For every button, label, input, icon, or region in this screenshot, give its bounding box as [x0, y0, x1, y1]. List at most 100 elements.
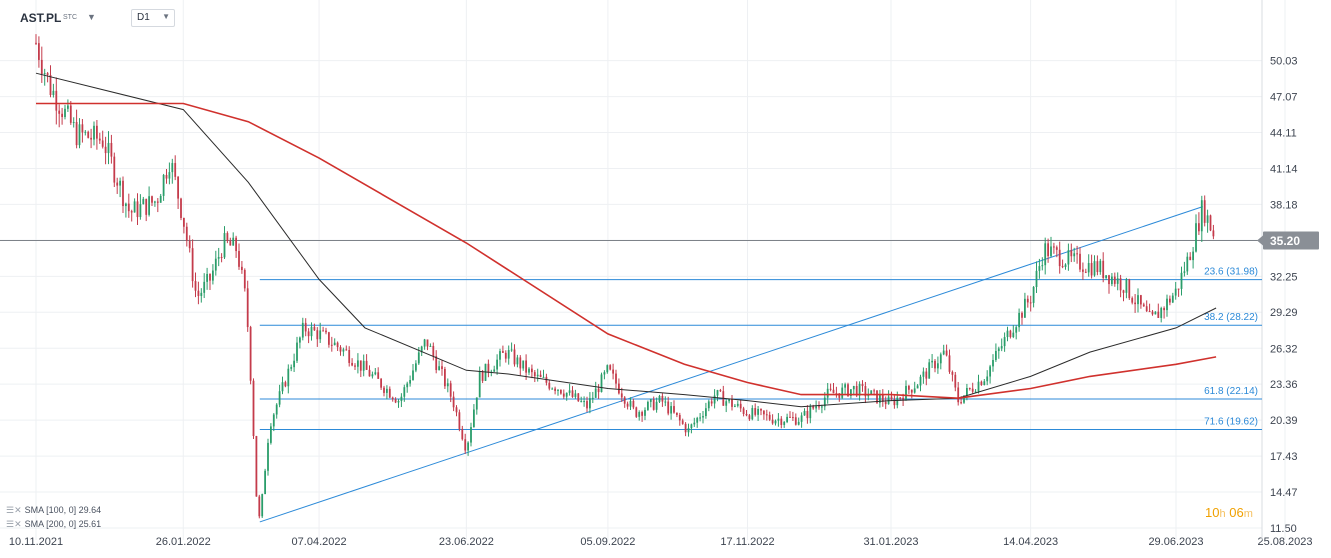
candle-body	[757, 409, 759, 415]
candle-body	[444, 369, 446, 387]
candle-body	[1169, 298, 1171, 303]
last-price-label: 35.20	[1270, 234, 1300, 248]
candle-body	[1192, 251, 1194, 261]
candle-body	[716, 390, 719, 396]
candle-body	[913, 388, 916, 393]
candle-body	[661, 395, 664, 402]
candle-body	[226, 233, 229, 242]
candle-body	[531, 368, 533, 373]
y-tick-label: 47.07	[1270, 92, 1298, 104]
candle-body	[644, 409, 646, 416]
candle-body	[1058, 249, 1061, 267]
candle-body	[551, 388, 554, 390]
y-tick-label: 26.32	[1270, 343, 1298, 355]
candle-body	[719, 390, 722, 392]
candle-body	[647, 401, 649, 410]
candle-body	[212, 270, 214, 281]
candle-body	[400, 396, 403, 401]
indicator-legend-sma100[interactable]: ☰✕ SMA [100, 0] 29.64	[6, 505, 101, 516]
candle-body	[841, 387, 844, 398]
candle-body	[217, 257, 220, 259]
indicator-legend-sma200[interactable]: ☰✕ SMA [200, 0] 25.61	[6, 519, 101, 530]
candle-body	[351, 362, 353, 366]
candle-body	[307, 331, 310, 337]
candle-body	[1171, 295, 1174, 303]
candle-body	[1140, 295, 1142, 305]
candle-body	[339, 347, 342, 352]
menu-icon[interactable]: ☰✕	[6, 519, 22, 529]
candle-body	[562, 393, 565, 397]
candle-body	[713, 395, 716, 404]
candle-body	[1128, 279, 1131, 299]
candle-body	[925, 371, 928, 379]
symbol-label[interactable]: AST.PL	[20, 11, 62, 25]
candle-body	[615, 373, 617, 384]
candle-body	[371, 374, 374, 377]
candle-body	[293, 360, 295, 368]
candle-body	[815, 406, 817, 409]
candle-body	[1189, 256, 1192, 261]
candle-body	[168, 172, 171, 179]
candle-body	[844, 384, 846, 388]
candle-body	[902, 397, 904, 401]
candle-body	[93, 125, 95, 140]
candle-body	[1076, 253, 1078, 255]
candle-body	[409, 380, 411, 384]
candle-body	[98, 138, 101, 141]
candle-body	[792, 417, 794, 419]
candle-body	[133, 201, 136, 213]
candle-body	[835, 393, 838, 395]
candle-body	[78, 124, 81, 146]
candle-body	[525, 360, 527, 373]
candle-body	[536, 374, 539, 377]
candle-body	[980, 381, 983, 386]
candle-body	[1125, 279, 1128, 293]
candle-body	[922, 371, 925, 377]
candle-body	[754, 408, 757, 415]
candle-body	[130, 211, 133, 213]
candle-body	[1012, 332, 1015, 337]
candle-body	[125, 203, 127, 207]
candle-body	[1154, 311, 1157, 315]
candle-body	[1203, 200, 1206, 223]
candle-body	[870, 390, 873, 395]
candle-body	[191, 248, 194, 282]
candle-body	[127, 203, 130, 212]
sma-200-line	[36, 102, 1217, 400]
chevron-down-icon[interactable]: ▼	[87, 12, 96, 22]
candle-body	[496, 359, 498, 370]
timeframe-select[interactable]: D1 ▼	[131, 9, 175, 27]
candle-body	[780, 418, 783, 425]
candle-body	[461, 428, 464, 440]
candle-body	[357, 360, 359, 367]
candle-body	[316, 330, 319, 340]
candle-body	[850, 389, 852, 396]
candle-body	[380, 378, 382, 388]
y-tick-label: 14.47	[1270, 487, 1298, 499]
candle-body	[620, 393, 623, 398]
candle-body	[734, 405, 736, 407]
candle-body	[731, 399, 733, 407]
candle-body	[1003, 337, 1006, 347]
candle-body	[206, 273, 208, 282]
candle-body	[362, 360, 365, 371]
menu-icon[interactable]: ☰✕	[6, 505, 22, 515]
candle-body	[826, 388, 829, 398]
candle-body	[359, 360, 362, 371]
candle-body	[1206, 215, 1209, 223]
candle-body	[522, 360, 525, 369]
candle-body	[974, 391, 977, 393]
candle-body	[55, 90, 58, 111]
candle-body	[954, 374, 957, 388]
candle-body	[156, 201, 159, 203]
candle-body	[177, 176, 179, 199]
candle-body	[1044, 243, 1047, 266]
candle-body	[90, 137, 92, 140]
candle-body	[397, 400, 400, 403]
candle-body	[763, 410, 765, 415]
candle-body	[963, 395, 965, 403]
candle-body	[278, 391, 281, 405]
candle-body	[1021, 312, 1023, 318]
candle-body	[890, 396, 893, 400]
